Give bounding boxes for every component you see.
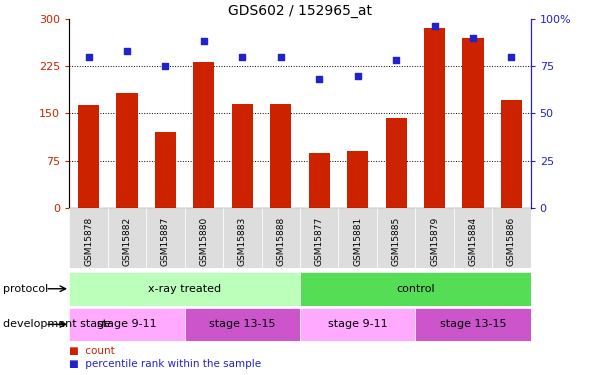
- Bar: [454, 208, 492, 268]
- Point: [314, 76, 324, 82]
- Text: control: control: [396, 284, 435, 294]
- Text: GSM15882: GSM15882: [122, 217, 131, 266]
- Bar: [415, 208, 453, 268]
- Bar: [377, 208, 415, 268]
- Text: GSM15880: GSM15880: [200, 217, 209, 266]
- Text: GSM15881: GSM15881: [353, 217, 362, 266]
- Text: GSM15879: GSM15879: [430, 217, 439, 266]
- Text: GSM15878: GSM15878: [84, 217, 93, 266]
- Bar: [185, 308, 300, 341]
- Bar: [492, 208, 531, 268]
- Point: [430, 23, 440, 29]
- Text: protocol: protocol: [3, 284, 48, 294]
- Bar: [300, 308, 415, 341]
- Bar: [194, 62, 215, 208]
- Title: GDS602 / 152965_at: GDS602 / 152965_at: [228, 4, 372, 18]
- Point: [160, 63, 170, 69]
- Bar: [69, 308, 185, 341]
- Bar: [501, 99, 522, 208]
- Bar: [223, 208, 262, 268]
- Bar: [108, 208, 146, 268]
- Text: GSM15887: GSM15887: [161, 217, 170, 266]
- Bar: [309, 153, 330, 208]
- Text: GSM15885: GSM15885: [391, 217, 400, 266]
- Bar: [146, 208, 185, 268]
- Point: [353, 73, 362, 79]
- Bar: [300, 272, 531, 306]
- Text: ■  count: ■ count: [69, 346, 115, 355]
- Point: [199, 39, 209, 45]
- Bar: [232, 104, 253, 208]
- Bar: [78, 105, 99, 208]
- Text: stage 13-15: stage 13-15: [209, 320, 276, 329]
- Text: stage 9-11: stage 9-11: [328, 320, 388, 329]
- Bar: [385, 118, 406, 208]
- Bar: [155, 132, 176, 208]
- Point: [468, 35, 478, 41]
- Bar: [463, 38, 484, 208]
- Text: development stage: development stage: [3, 320, 111, 329]
- Point: [238, 54, 247, 60]
- Text: x-ray treated: x-ray treated: [148, 284, 221, 294]
- Bar: [424, 28, 445, 208]
- Text: GSM15888: GSM15888: [276, 217, 285, 266]
- Bar: [415, 308, 531, 341]
- Point: [84, 54, 93, 60]
- Text: GSM15877: GSM15877: [315, 217, 324, 266]
- Bar: [262, 208, 300, 268]
- Point: [122, 48, 132, 54]
- Text: ■  percentile rank within the sample: ■ percentile rank within the sample: [69, 359, 262, 369]
- Text: stage 13-15: stage 13-15: [440, 320, 507, 329]
- Bar: [338, 208, 377, 268]
- Text: GSM15883: GSM15883: [238, 217, 247, 266]
- Bar: [300, 208, 338, 268]
- Bar: [270, 104, 291, 208]
- Point: [276, 54, 286, 60]
- Point: [507, 54, 516, 60]
- Bar: [69, 208, 108, 268]
- Text: GSM15884: GSM15884: [469, 217, 478, 266]
- Bar: [116, 93, 137, 208]
- Point: [391, 57, 401, 63]
- Bar: [347, 151, 368, 208]
- Bar: [69, 272, 300, 306]
- Text: stage 9-11: stage 9-11: [97, 320, 157, 329]
- Text: GSM15886: GSM15886: [507, 217, 516, 266]
- Bar: [185, 208, 223, 268]
